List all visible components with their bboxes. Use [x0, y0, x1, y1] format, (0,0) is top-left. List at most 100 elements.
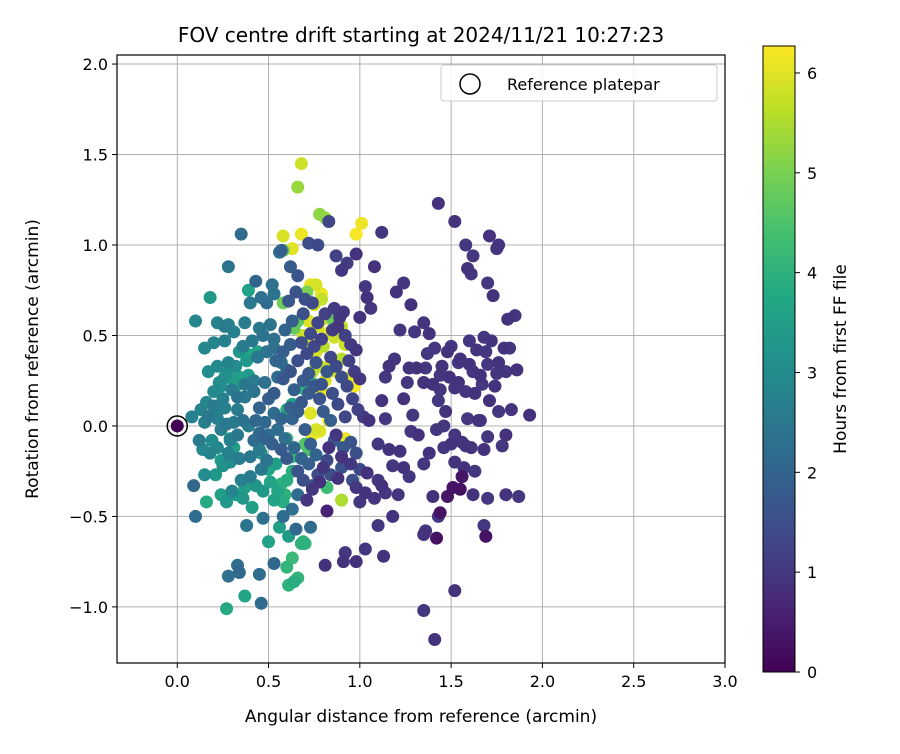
- data-point: [497, 341, 511, 355]
- data-point: [207, 385, 221, 399]
- x-tick-label: 3.0: [712, 672, 737, 691]
- data-point: [291, 180, 305, 194]
- data-point: [433, 506, 447, 520]
- data-point: [267, 556, 281, 570]
- data-point: [419, 361, 433, 375]
- data-point: [221, 260, 235, 274]
- data-point: [274, 412, 288, 426]
- data-point: [243, 450, 257, 464]
- data-point: [218, 319, 232, 333]
- y-axis-ticks: −1.0 −0.5 0.0 0.5 1.0 1.5 2.0: [69, 55, 117, 617]
- data-point: [331, 397, 345, 411]
- data-point: [294, 157, 308, 171]
- data-point: [278, 323, 292, 337]
- y-tick-label: 1.0: [83, 236, 108, 255]
- data-point: [397, 461, 411, 475]
- plot-frame: [116, 54, 726, 664]
- data-point: [291, 269, 305, 283]
- data-point: [411, 428, 425, 442]
- data-point: [468, 386, 482, 400]
- data-point: [324, 350, 338, 364]
- data-point: [431, 394, 445, 408]
- data-point: [362, 414, 376, 428]
- data-point: [238, 377, 252, 391]
- data-point: [283, 338, 297, 352]
- data-point: [420, 347, 434, 361]
- colorbar-gradient: [762, 45, 796, 673]
- data-point: [349, 446, 363, 460]
- data-point: [209, 468, 223, 482]
- data-point: [198, 468, 212, 482]
- data-point: [289, 522, 303, 536]
- data-point: [353, 310, 367, 324]
- legend: Reference platepar: [440, 64, 718, 102]
- colorbar-label: Hours from first FF file: [831, 264, 851, 454]
- data-point: [218, 401, 232, 415]
- data-point: [285, 314, 299, 328]
- data-point: [382, 442, 396, 456]
- data-point: [344, 457, 358, 471]
- data-point: [252, 401, 266, 415]
- data-point: [238, 589, 252, 603]
- y-tick-label: 0.5: [83, 326, 108, 345]
- data-point: [285, 502, 299, 516]
- x-tick-label: 1.5: [438, 672, 463, 691]
- data-point: [397, 392, 411, 406]
- data-point: [220, 602, 234, 616]
- data-point: [298, 423, 312, 437]
- data-point: [346, 392, 360, 406]
- data-point: [210, 359, 224, 373]
- y-tick-label: 1.5: [83, 146, 108, 165]
- data-point: [265, 278, 279, 292]
- data-point: [349, 343, 363, 357]
- data-point: [304, 520, 318, 534]
- data-point: [249, 414, 263, 428]
- data-point: [185, 410, 199, 424]
- colorbar-tick-label: 1: [807, 563, 817, 582]
- colorbar-tick-label: 0: [807, 663, 817, 682]
- colorbar-tick-label: 6: [807, 64, 817, 83]
- grid: [117, 55, 726, 663]
- data-point: [199, 495, 213, 509]
- y-tick-label: 2.0: [83, 55, 108, 74]
- data-point: [283, 260, 297, 274]
- colorbar: 0 1 2 3 4 5 6 Hours from first FF file: [762, 45, 851, 682]
- data-point: [247, 385, 261, 399]
- data-point: [336, 555, 350, 569]
- data-point: [473, 368, 487, 382]
- data-point: [263, 475, 277, 489]
- data-point: [335, 450, 349, 464]
- data-point: [417, 528, 431, 542]
- data-point: [349, 555, 363, 569]
- data-point: [302, 366, 316, 380]
- data-point: [477, 518, 491, 532]
- reference-marker-ring: [166, 415, 189, 437]
- data-point: [448, 214, 462, 228]
- data-point: [470, 343, 484, 357]
- data-point: [455, 435, 469, 449]
- data-point: [492, 356, 506, 370]
- data-point: [314, 377, 328, 391]
- data-point: [344, 435, 358, 449]
- data-point: [309, 356, 323, 370]
- data-point: [440, 345, 454, 359]
- data-point: [243, 296, 257, 310]
- data-point: [453, 482, 467, 496]
- data-point: [510, 363, 524, 377]
- data-point: [269, 354, 283, 368]
- data-point: [245, 500, 259, 514]
- x-tick-label: 0.5: [256, 672, 281, 691]
- data-point: [240, 518, 254, 532]
- data-point: [302, 457, 316, 471]
- data-point: [400, 376, 414, 390]
- data-point: [313, 207, 327, 221]
- data-point: [313, 475, 327, 489]
- data-point: [358, 486, 372, 500]
- data-point: [320, 504, 334, 518]
- data-point: [289, 285, 303, 299]
- colorbar-ticks: 0 1 2 3 4 5 6: [795, 64, 817, 682]
- x-tick-label: 0.0: [165, 672, 190, 691]
- data-point: [504, 403, 518, 417]
- data-point: [404, 298, 418, 312]
